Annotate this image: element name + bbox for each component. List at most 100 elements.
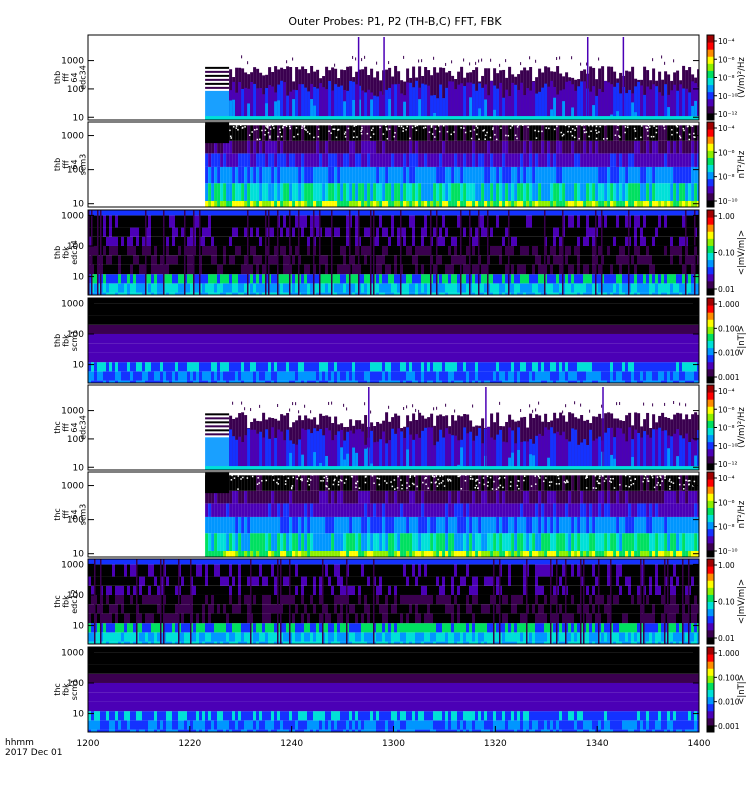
y-tick-label: 100 bbox=[67, 591, 84, 601]
colorbar-label: nT²/Hz bbox=[737, 500, 747, 528]
x-tick-label: 1400 bbox=[688, 739, 711, 749]
colorbar-label: <|nT|> bbox=[737, 674, 747, 705]
y-axis-label: thcfff64scm3 bbox=[53, 504, 88, 525]
y-tick-label: 100 bbox=[67, 330, 84, 340]
panel-stack: 101001000thbfff64edc3410⁻¹²10⁻¹⁰10⁻⁸10⁻⁶… bbox=[53, 34, 747, 733]
colorbar: 10⁻¹² 10⁻¹⁰ 10⁻⁸ 10⁻⁶ 10⁻⁴ (V/m)²/Hz bbox=[706, 384, 747, 471]
colorbar-tick-label: 0.010 bbox=[718, 698, 740, 707]
colorbar: 0.01 0.10 1.00<|mV/m|> bbox=[706, 558, 747, 645]
y-axis-label: thcfff64edc34 bbox=[53, 415, 88, 440]
y-axis-label: thcfbkscm1 bbox=[53, 679, 79, 700]
colorbar-tick-label: 10⁻¹⁰ bbox=[718, 442, 738, 451]
x-tick-label: 1300 bbox=[382, 739, 405, 749]
panel-frame bbox=[87, 209, 700, 296]
y-tick-label: 100 bbox=[67, 166, 84, 176]
colorbar-tick-label: 10⁻⁶ bbox=[718, 148, 735, 157]
y-tick-label: 1000 bbox=[61, 648, 84, 658]
colorbar-tick-label: 10⁻⁸ bbox=[718, 424, 735, 433]
colorbar-tick-label: 1.000 bbox=[718, 300, 740, 309]
colorbar-tick-label: 0.010 bbox=[718, 349, 740, 358]
y-tick-label: 1000 bbox=[61, 57, 84, 67]
colorbar-tick-label: 0.100 bbox=[718, 673, 740, 682]
colorbar-label: nT²/Hz bbox=[737, 150, 747, 178]
colorbar-tick-label: 10⁻⁴ bbox=[718, 387, 735, 396]
y-tick-label: 100 bbox=[67, 85, 84, 95]
panel-frame bbox=[87, 558, 700, 645]
y-tick-label: 100 bbox=[67, 242, 84, 252]
colorbar-tick-label: 0.01 bbox=[718, 634, 735, 643]
colorbar-tick-label: 0.100 bbox=[718, 324, 740, 333]
colorbar: 10⁻¹² 10⁻¹⁰ 10⁻⁸ 10⁻⁶ 10⁻⁴ (V/m)²/Hz bbox=[706, 34, 747, 121]
figure-title: Outer Probes: P1, P2 (TH-B,C) FFT, FBK bbox=[288, 15, 502, 28]
colorbar-tick-label: 0.001 bbox=[718, 373, 740, 382]
y-tick-label: 10 bbox=[73, 200, 85, 210]
y-tick-label: 1000 bbox=[61, 407, 84, 417]
y-tick-label: 10 bbox=[73, 273, 85, 283]
y-tick-label: 10 bbox=[73, 710, 85, 720]
colorbar-tick-label: 1.00 bbox=[718, 212, 735, 221]
colorbar-tick-label: 10⁻¹⁰ bbox=[718, 92, 738, 101]
y-tick-label: 1000 bbox=[61, 560, 84, 570]
colorbar: 10⁻¹⁰ 10⁻⁸ 10⁻⁶ 10⁻⁴ nT²/Hz bbox=[706, 471, 747, 558]
y-axis-label: thbfbkedc34 bbox=[53, 240, 79, 265]
colorbar: 0.01 0.10 1.00<|mV/m|> bbox=[706, 209, 747, 296]
colorbar-label: (V/m)²/Hz bbox=[737, 57, 747, 98]
x-tick-label: 1240 bbox=[280, 739, 303, 749]
y-axis-label: thbfbkscm1 bbox=[53, 330, 79, 351]
colorbar-tick-label: 10⁻⁸ bbox=[718, 173, 735, 182]
spectrogram-panel: 10 100 1000 thbfbkedc34 0.01 0.10 1.00<|mV/m|> bbox=[53, 209, 747, 296]
colorbar-label: <|mV/m|> bbox=[737, 579, 747, 624]
colorbar-tick-label: 10⁻⁴ bbox=[718, 37, 735, 46]
colorbar-tick-label: 10⁻⁴ bbox=[718, 124, 735, 133]
time-axis-label-hhmm: hhmm bbox=[5, 738, 34, 748]
panel-frame bbox=[87, 384, 700, 471]
spectrogram-panel: 10 100 1000 thcfbkscm1 0.001 0.010 0.100 1.000 <… bbox=[53, 646, 747, 733]
colorbar-tick-label: 0.10 bbox=[718, 598, 735, 607]
colorbar-tick-label: 10⁻⁸ bbox=[718, 74, 735, 83]
colorbar-tick-label: 10⁻⁸ bbox=[718, 523, 735, 532]
y-axis-label: thcfbkedc12 bbox=[53, 589, 79, 614]
y-tick-label: 1000 bbox=[61, 299, 84, 309]
colorbar-tick-label: 1.000 bbox=[718, 649, 740, 658]
y-tick-label: 10 bbox=[73, 622, 85, 632]
colorbar: 10⁻¹⁰ 10⁻⁸ 10⁻⁶ 10⁻⁴ nT²/Hz bbox=[706, 121, 747, 208]
spectrogram-panel: 10 100 1000 thcfbkedc12 0.01 0.10 1.00<|mV/m|> bbox=[53, 558, 747, 645]
time-axis-label-date: 2017 Dec 01 bbox=[5, 748, 63, 758]
colorbar-tick-label: 0.01 bbox=[718, 285, 735, 294]
colorbar-label: <|nT|> bbox=[737, 325, 747, 356]
y-tick-label: 10 bbox=[73, 113, 85, 123]
colorbar: 0.001 0.010 0.100 1.000 <|nT|> bbox=[706, 646, 747, 733]
y-tick-label: 10 bbox=[73, 463, 85, 473]
colorbar-tick-label: 10⁻⁶ bbox=[718, 405, 735, 414]
colorbar-tick-label: 0.001 bbox=[718, 722, 740, 731]
spectrogram-image bbox=[88, 298, 699, 383]
y-tick-label: 100 bbox=[67, 435, 84, 445]
spectrogram-image bbox=[205, 387, 699, 470]
spectrogram-image bbox=[88, 559, 699, 644]
spectrogram-panel: 10 100 1000 thcfff64scm3 10⁻¹⁰ 10⁻⁸ 10⁻⁶ 10⁻⁴ nT… bbox=[53, 471, 747, 560]
panel-frame bbox=[87, 297, 700, 384]
spectrogram-image bbox=[205, 472, 699, 557]
y-tick-label: 1000 bbox=[61, 132, 84, 142]
spectrogram-image bbox=[205, 122, 699, 207]
y-axis-label: thbfff64scm3 bbox=[53, 154, 88, 175]
colorbar-tick-label: 10⁻⁴ bbox=[718, 474, 735, 483]
y-axis-label: thbfff64edc34 bbox=[53, 65, 88, 90]
spectrogram-panel: 10 100 1000 thbfbkscm1 0.001 0.010 0.100 1.000 <… bbox=[53, 297, 747, 384]
y-tick-label: 100 bbox=[67, 679, 84, 689]
y-tick-label: 100 bbox=[67, 516, 84, 526]
colorbar-tick-label: 0.10 bbox=[718, 249, 735, 258]
colorbar-tick-label: 10⁻¹² bbox=[718, 110, 738, 119]
y-tick-label: 10 bbox=[73, 361, 85, 371]
spectrogram-panel: 10 100 1000 thbfff64scm3 10⁻¹⁰ 10⁻⁸ 10⁻⁶ 10⁻⁴ nT… bbox=[53, 121, 747, 210]
spectrogram-image bbox=[205, 37, 699, 120]
colorbar-label: <|mV/m|> bbox=[737, 230, 747, 275]
colorbar-tick-label: 10⁻¹⁰ bbox=[718, 197, 738, 206]
y-tick-label: 1000 bbox=[61, 211, 84, 221]
panel-frame bbox=[87, 121, 700, 208]
panel-frame bbox=[87, 34, 700, 121]
x-tick-label: 1220 bbox=[178, 739, 201, 749]
x-tick-label: 1320 bbox=[484, 739, 507, 749]
x-tick-label: 1200 bbox=[77, 739, 100, 749]
